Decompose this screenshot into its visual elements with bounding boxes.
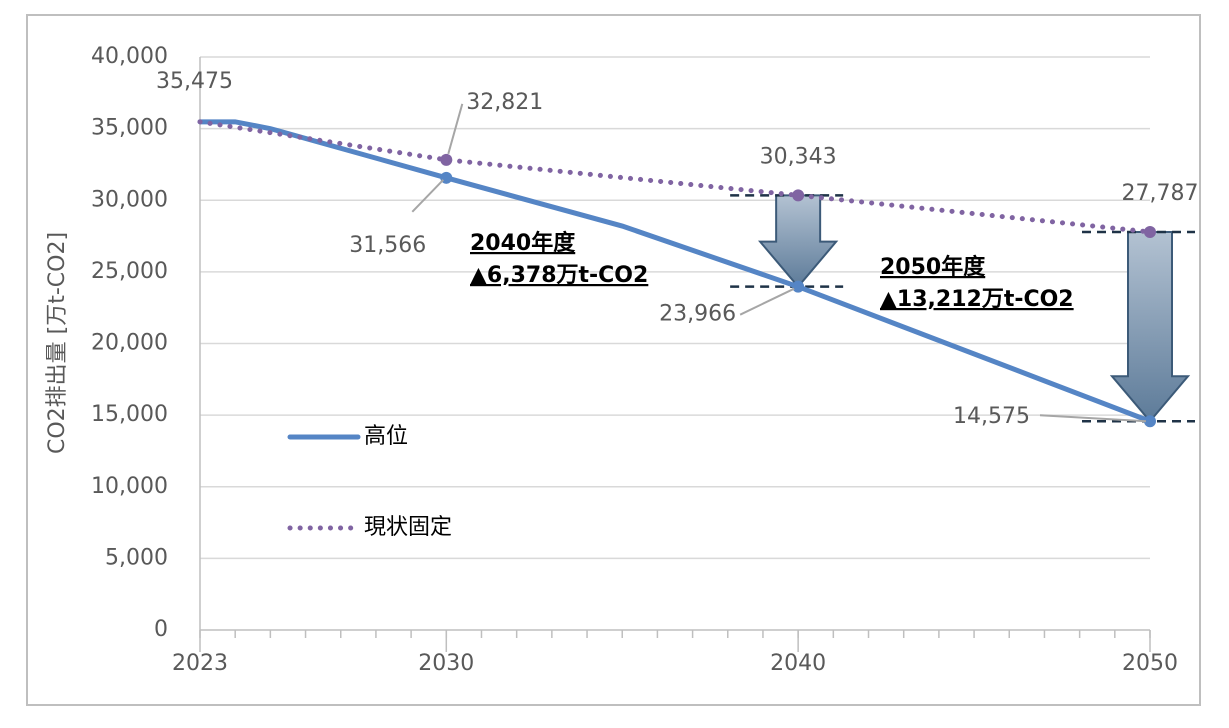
y-axis-label: CO2排出量 [万t-CO2] [45, 232, 70, 454]
y-tick-label: 25,000 [91, 259, 168, 284]
point-marker [1144, 225, 1156, 238]
y-tick-label: 0 [154, 617, 168, 642]
annotation: 2040年度 [470, 230, 576, 256]
x-tick-label: 2050 [1122, 651, 1178, 676]
annotation: ▲6,378万t-CO2 [470, 263, 648, 288]
data-label: 32,821 [466, 90, 543, 115]
chart-border [26, 14, 1201, 706]
x-tick-label: 2023 [172, 651, 228, 676]
y-tick-label: 10,000 [91, 474, 168, 499]
legend-label: 高位 [364, 424, 408, 449]
point-marker [792, 189, 805, 202]
leader-line [1039, 414, 1147, 423]
annotation: ▲13,212万t-CO2 [880, 287, 1074, 312]
data-label: 14,575 [953, 404, 1030, 429]
y-tick-label: 15,000 [91, 402, 168, 427]
point-marker [792, 280, 805, 293]
data-label: 35,475 [156, 69, 233, 94]
y-tick-label: 35,000 [91, 116, 168, 141]
difference-arrow [757, 194, 839, 289]
data-label: 27,787 [1122, 181, 1199, 206]
series-line [197, 119, 1153, 235]
y-tick-label: 40,000 [91, 44, 168, 69]
x-tick-label: 2030 [418, 651, 474, 676]
data-label: 31,566 [349, 233, 426, 258]
y-tick-label: 20,000 [91, 331, 168, 356]
point-marker [1144, 415, 1156, 428]
difference-arrow [1109, 230, 1191, 423]
legend-label: 現状固定 [364, 515, 452, 540]
annotation: 2050年度 [880, 254, 986, 280]
point-marker [440, 153, 453, 166]
data-label: 23,966 [659, 302, 736, 327]
leader-line [411, 179, 445, 213]
leader-line [739, 287, 795, 316]
data-label: 30,343 [760, 144, 837, 169]
y-tick-label: 5,000 [105, 545, 168, 570]
y-tick-label: 30,000 [91, 187, 168, 212]
x-tick-label: 2040 [770, 651, 826, 676]
leader-line [447, 103, 464, 155]
